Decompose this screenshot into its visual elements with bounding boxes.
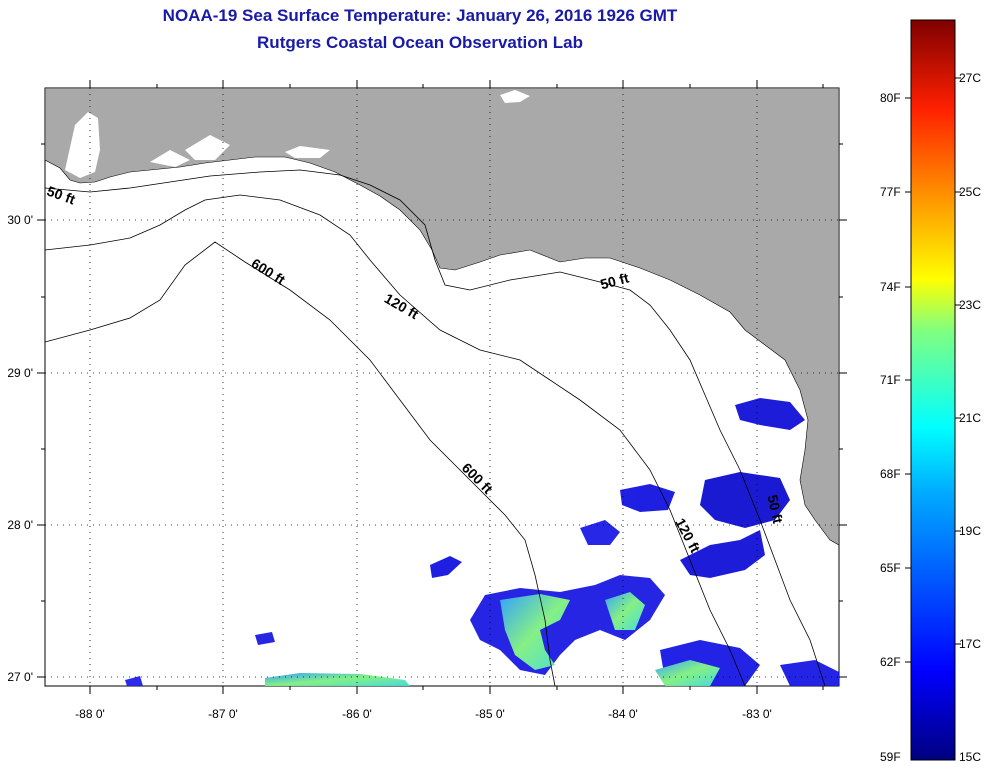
colorbar-label-c: 15C [959,750,982,764]
depth-contours [45,169,826,686]
graticule [45,88,839,686]
colorbar-ticks [905,77,961,663]
y-tick-label: 29 0' [7,366,33,380]
y-tick-label: 27 0' [7,670,33,684]
colorbar-label-f: 65F [880,561,901,575]
tampa-bay [800,520,830,560]
colorbar-label-c: 25C [959,185,982,199]
contour-600ft [45,241,556,686]
colorbar-label-f: 62F [880,655,901,669]
sst-data [125,398,839,686]
choctawhatchee-bay [185,135,230,160]
colorbar-label-c: 17C [959,637,982,651]
axis-ticks [37,80,847,694]
x-tick-label: -83 0' [742,707,772,721]
x-tick-label: -86 0' [342,707,372,721]
contour-label-50ft-south: 50 ft [765,493,787,525]
map-subtitle: Rutgers Coastal Ocean Observation Lab [257,33,583,52]
x-tick-label: -84 0' [608,707,638,721]
colorbar-label-f: 59F [880,750,901,764]
y-tick-label: 28 0' [7,518,33,532]
x-tick-label: -88 0' [75,707,105,721]
map-title: NOAA-19 Sea Surface Temperature: January… [162,6,678,25]
colorbar-label-f: 71F [880,373,901,387]
colorbar-label-f: 80F [880,91,901,105]
st-andrews-bay [285,146,330,158]
colorbar-label-c: 23C [959,298,982,312]
inland-lake [500,90,530,103]
contour-50ft [45,169,826,686]
colorbar-label-c: 27C [959,71,982,85]
colorbar-label-f: 74F [880,280,901,294]
x-tick-label: -85 0' [475,707,505,721]
x-tick-label: -87 0' [208,707,238,721]
y-tick-label: 30 0' [7,213,33,227]
mobile-bay [65,112,100,178]
colorbar [910,19,956,761]
colorbar-label-c: 19C [959,524,982,538]
colorbar-label-f: 68F [880,467,901,481]
colorbar-label-f: 77F [880,185,901,199]
land-area [45,88,839,546]
pensacola-bay [150,150,190,167]
contour-120ft [45,194,746,686]
colorbar-label-c: 21C [959,411,982,425]
